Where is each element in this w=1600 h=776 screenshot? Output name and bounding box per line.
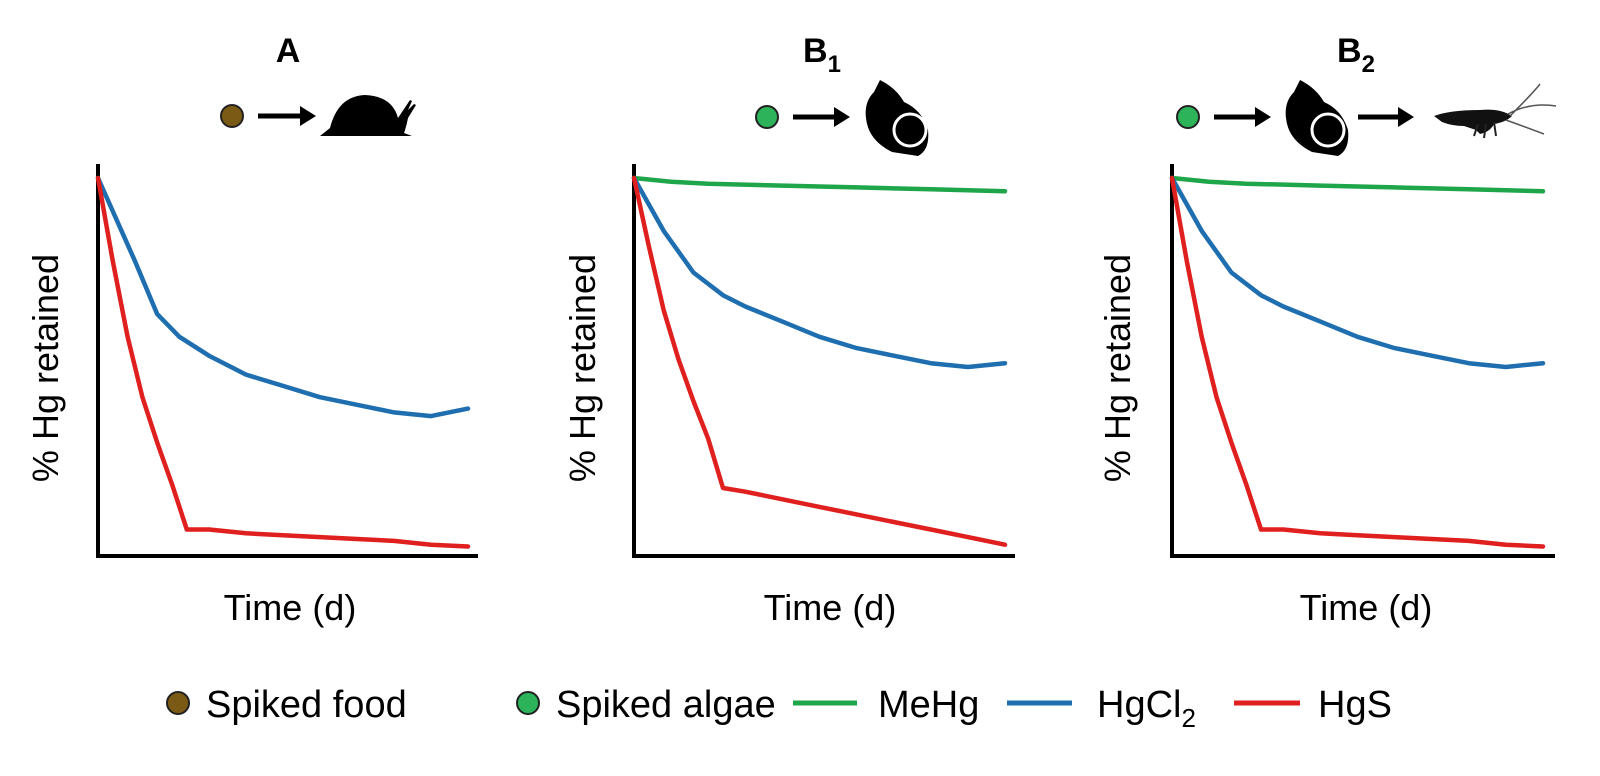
arrow-right-icon bbox=[1358, 107, 1414, 127]
series-line-hgcl2 bbox=[1169, 175, 1546, 370]
panel-b1-food-chain bbox=[755, 80, 929, 156]
spiked-algae-icon bbox=[755, 105, 779, 129]
series-line-hgcl2 bbox=[95, 175, 471, 419]
panel-b2-xlabel: Time (d) bbox=[1300, 587, 1433, 628]
panel-b2-food-chain bbox=[1176, 80, 1557, 156]
panel-b1-ylabel: % Hg retained bbox=[562, 254, 603, 482]
series-line-hgs bbox=[95, 175, 471, 549]
legend-mehg-label: MeHg bbox=[878, 684, 979, 726]
series-line-mehg bbox=[631, 175, 1008, 194]
arrow-right-icon bbox=[1214, 107, 1271, 127]
panel-b2: B2 % Hg retained Time (d) bbox=[1097, 32, 1557, 628]
legend-spiked-algae-icon bbox=[516, 691, 540, 715]
panel-b2-title: B2 bbox=[1337, 32, 1375, 78]
legend: Spiked food Spiked algae MeHg HgCl2 HgS bbox=[166, 684, 1392, 733]
panel-a-ylabel: % Hg retained bbox=[25, 254, 66, 482]
spiked-algae-icon bbox=[1176, 105, 1200, 129]
series-line-hgs bbox=[1169, 175, 1546, 549]
legend-spiked-food-label: Spiked food bbox=[206, 684, 407, 726]
shrimp-icon bbox=[1434, 83, 1557, 139]
series-line-hgcl2 bbox=[631, 175, 1008, 370]
panel-b2-plot bbox=[1169, 164, 1555, 558]
legend-spiked-food-icon bbox=[166, 691, 190, 715]
panel-b2-ylabel: % Hg retained bbox=[1097, 254, 1138, 482]
legend-hgs-label: HgS bbox=[1318, 684, 1392, 726]
panel-b1: B1 % Hg retained Time (d) bbox=[562, 32, 1015, 628]
snail-icon bbox=[320, 95, 416, 136]
panel-b1-plot bbox=[631, 164, 1015, 558]
whelk-icon bbox=[1285, 80, 1349, 156]
legend-hgcl2-label: HgCl2 bbox=[1097, 684, 1196, 733]
spiked-food-icon bbox=[220, 104, 244, 128]
panel-b1-xlabel: Time (d) bbox=[764, 587, 897, 628]
arrow-right-icon bbox=[793, 107, 850, 127]
panel-a-title: A bbox=[276, 32, 301, 70]
whelk-icon bbox=[865, 80, 929, 156]
arrow-right-icon bbox=[258, 106, 316, 126]
series-line-mehg bbox=[1169, 175, 1546, 194]
panel-a-xlabel: Time (d) bbox=[224, 587, 357, 628]
legend-spiked-algae-label: Spiked algae bbox=[556, 684, 776, 726]
panel-a: A % Hg retained Time (d) bbox=[25, 32, 478, 628]
panel-a-plot bbox=[95, 164, 478, 558]
panel-a-food-chain bbox=[220, 95, 416, 136]
panel-b1-title: B1 bbox=[803, 32, 841, 78]
series-line-hgs bbox=[631, 175, 1008, 547]
